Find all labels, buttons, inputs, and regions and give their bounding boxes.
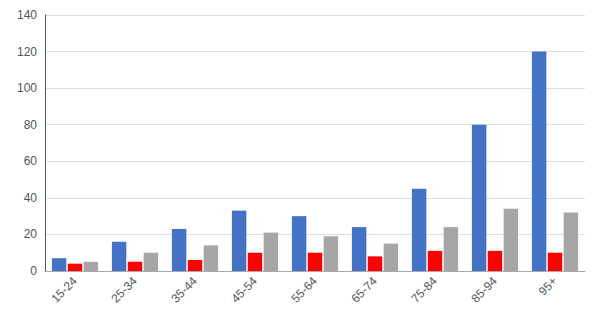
svg-text:55-64: 55-64	[288, 274, 320, 306]
svg-text:15-24: 15-24	[48, 274, 80, 306]
svg-text:65-74: 65-74	[348, 274, 380, 306]
svg-text:120: 120	[17, 45, 37, 59]
svg-text:20: 20	[24, 227, 38, 241]
svg-text:40: 40	[24, 191, 38, 205]
svg-text:75-84: 75-84	[408, 274, 440, 306]
svg-text:85-94: 85-94	[468, 274, 500, 306]
svg-text:35-44: 35-44	[168, 274, 200, 306]
svg-text:100: 100	[17, 81, 37, 95]
svg-text:60: 60	[24, 154, 38, 168]
svg-text:140: 140	[17, 8, 37, 22]
svg-text:0: 0	[30, 264, 37, 278]
svg-text:25-34: 25-34	[108, 274, 140, 306]
svg-text:80: 80	[24, 118, 38, 132]
svg-text:95+: 95+	[536, 274, 560, 298]
svg-text:45-54: 45-54	[228, 274, 260, 306]
